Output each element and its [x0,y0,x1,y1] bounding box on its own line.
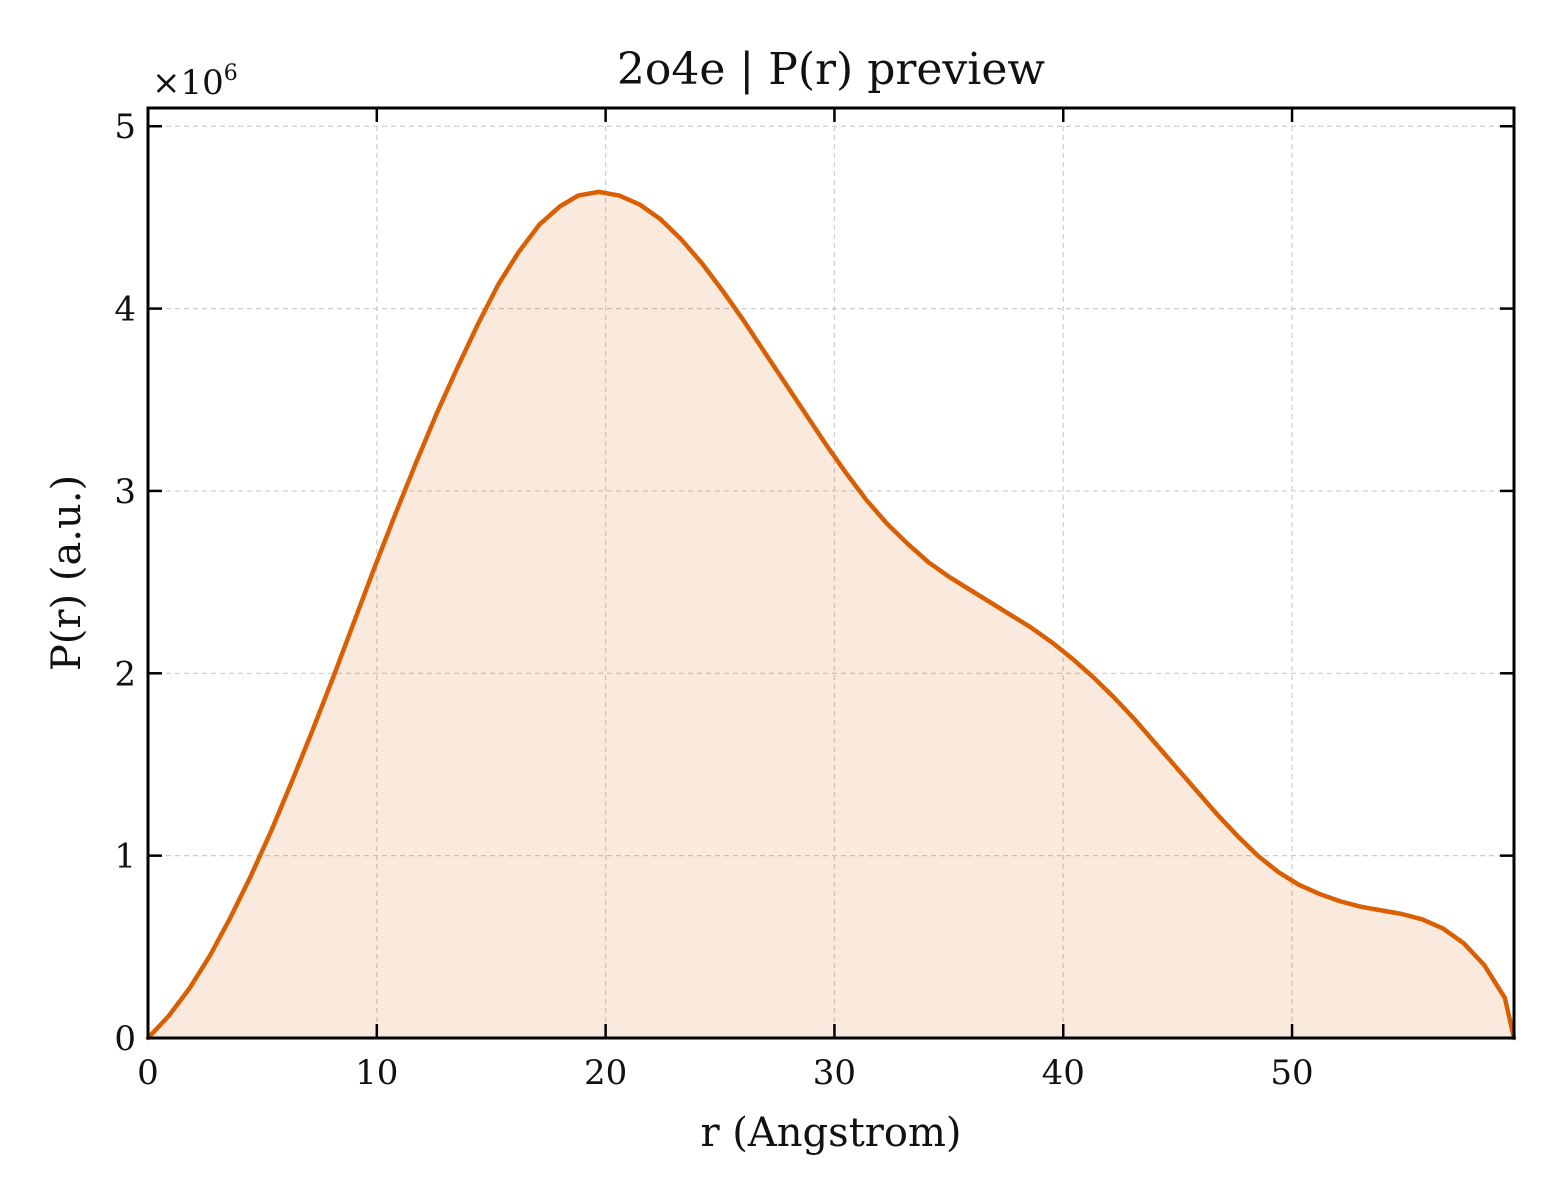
plot-area [145,189,1517,1041]
x-tick-label: 30 [813,1053,856,1093]
x-tick-label: 0 [137,1053,159,1093]
y-tick-label: 1 [114,837,136,877]
y-axis-multiplier: ×106 [152,61,238,103]
y-tick-label: 0 [114,1019,136,1059]
y-tick-label: 3 [114,472,136,512]
series-area-fill [148,191,1514,1038]
chart-title: 2o4e | P(r) preview [617,44,1045,95]
ticks [146,108,1514,1040]
x-tick-label: 20 [584,1053,627,1093]
y-multiplier-exponent: 6 [224,61,238,86]
x-tick-label: 50 [1270,1053,1313,1093]
y-axis-label: P(r) (a.u.) [44,475,90,671]
x-tick-label: 40 [1042,1053,1085,1093]
tick-labels: 0 10 20 30 40 50 0 1 2 3 4 5 [114,107,1313,1093]
y-tick-label: 2 [114,654,136,694]
y-tick-label: 4 [114,290,136,330]
y-tick-label: 5 [114,107,136,147]
y-multiplier-base: ×10 [152,63,224,103]
x-axis-label: r (Angstrom) [700,1110,961,1156]
axes-frame [146,106,1516,1040]
x-tick-label: 10 [355,1053,398,1093]
series-line [145,189,1517,1041]
